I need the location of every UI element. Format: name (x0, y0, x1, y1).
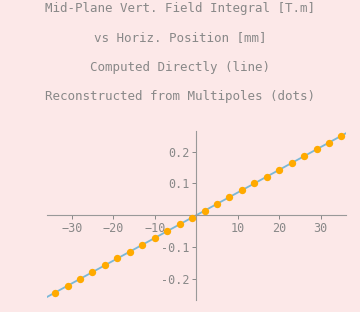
Point (102, 263, 108, 268)
Point (65, 283, 71, 288)
Point (289, 160, 294, 165)
Point (127, 249, 133, 254)
Point (239, 188, 245, 193)
Point (77, 276, 83, 281)
Point (314, 147, 319, 152)
Point (90, 270, 95, 275)
Text: Computed Directly (line): Computed Directly (line) (90, 61, 270, 74)
Point (264, 174, 270, 179)
Point (214, 202, 220, 207)
Point (177, 222, 183, 227)
Point (276, 167, 282, 172)
Point (338, 133, 344, 138)
Text: Mid-Plane Vert. Field Integral [T.m]: Mid-Plane Vert. Field Integral [T.m] (45, 2, 315, 15)
Point (52, 290, 58, 295)
Point (202, 208, 207, 213)
Point (189, 215, 195, 220)
Point (301, 154, 307, 159)
Point (139, 242, 145, 247)
Text: vs Horiz. Position [mm]: vs Horiz. Position [mm] (94, 31, 266, 44)
Point (251, 181, 257, 186)
Text: Reconstructed from Multipoles (dots): Reconstructed from Multipoles (dots) (45, 90, 315, 104)
Point (164, 229, 170, 234)
Point (114, 256, 120, 261)
Point (152, 236, 158, 241)
Point (226, 195, 232, 200)
Point (326, 140, 332, 145)
